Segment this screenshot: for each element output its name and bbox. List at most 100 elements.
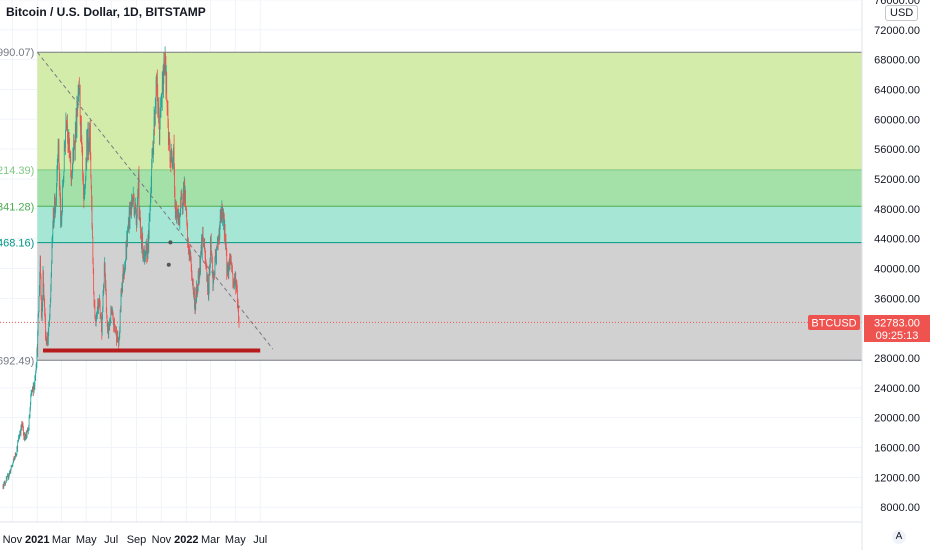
- candle-body: [130, 204, 132, 213]
- candle-body: [205, 259, 207, 268]
- candle-body: [158, 106, 159, 115]
- candle-body: [32, 386, 34, 388]
- candle-body: [67, 124, 68, 138]
- candle-body: [133, 202, 135, 213]
- candle-body: [236, 285, 237, 287]
- price-axis-tick: 28000.00: [874, 353, 920, 365]
- candle-body: [127, 227, 129, 231]
- candle-body: [125, 248, 127, 260]
- candle-body: [234, 276, 236, 280]
- candle-body: [183, 187, 184, 206]
- candle-body: [147, 235, 149, 255]
- candle-body: [225, 241, 226, 244]
- candle-body: [85, 178, 86, 186]
- candle-body: [223, 212, 224, 222]
- candle-body: [172, 164, 173, 166]
- candle-body: [185, 206, 187, 211]
- candle-body: [134, 212, 135, 213]
- candle-body: [16, 453, 17, 456]
- candle-body: [10, 468, 12, 473]
- candle-body: [56, 174, 58, 185]
- candle-body: [224, 224, 226, 234]
- candle-body: [210, 239, 212, 244]
- candle-body: [28, 427, 30, 431]
- candle-body: [234, 276, 235, 284]
- candle-body: [191, 270, 192, 276]
- candle-body: [150, 184, 152, 188]
- candle-body: [201, 241, 202, 253]
- candle-body: [153, 133, 154, 146]
- candle-body: [121, 289, 122, 292]
- candle-body: [35, 372, 36, 378]
- candle-body: [15, 453, 16, 455]
- candle-body: [57, 162, 58, 175]
- candle-body: [231, 267, 233, 270]
- candle-body: [192, 278, 193, 285]
- candle-body: [85, 164, 87, 165]
- candle-body: [89, 125, 91, 129]
- candle-body: [224, 224, 226, 244]
- candle-body: [95, 319, 96, 321]
- candle-body: [110, 309, 112, 322]
- candle-body: [132, 199, 134, 201]
- candle-body: [82, 171, 84, 179]
- candle-body: [130, 204, 132, 210]
- candle-body: [168, 121, 169, 143]
- candle-body: [14, 457, 15, 459]
- candle-body: [102, 295, 104, 312]
- price-axis-tick: 56000.00: [874, 144, 920, 156]
- candle-body: [162, 75, 163, 82]
- candle-body: [135, 205, 136, 207]
- candle-body: [7, 474, 9, 476]
- candle-body: [232, 269, 233, 275]
- currency-button[interactable]: USD: [885, 5, 919, 21]
- candle-body: [129, 202, 131, 223]
- candle-body: [163, 63, 165, 75]
- candle-body: [26, 435, 27, 437]
- candle-body: [50, 276, 52, 289]
- candle-body: [12, 462, 14, 466]
- candle-body: [202, 232, 203, 236]
- candle-body: [198, 278, 200, 279]
- candle-body: [156, 79, 157, 86]
- candle-body: [68, 133, 70, 144]
- candle-body: [201, 235, 203, 252]
- candle-body: [77, 91, 79, 107]
- candle-body: [143, 249, 145, 258]
- price-axis-tick: 8000.00: [880, 502, 920, 514]
- candle-body: [83, 192, 85, 200]
- candle-body: [115, 331, 116, 333]
- candle-body: [36, 349, 38, 355]
- candle-body: [90, 154, 92, 176]
- candle-body: [112, 312, 113, 314]
- candle-body: [38, 312, 39, 318]
- candle-body: [120, 309, 121, 311]
- candle-body: [194, 292, 195, 308]
- candle-body: [92, 236, 94, 261]
- candle-body: [199, 261, 201, 273]
- candle-body: [206, 268, 208, 281]
- price-axis-tick: 48000.00: [874, 204, 920, 216]
- candle-body: [114, 327, 116, 332]
- candle-body: [192, 280, 194, 289]
- candle-body: [122, 269, 124, 279]
- candle-body: [112, 315, 114, 324]
- candle-body: [232, 282, 234, 283]
- candle-body: [197, 285, 199, 291]
- candle-body: [177, 209, 179, 212]
- candle-body: [25, 433, 27, 436]
- candlestick-series: [2, 46, 240, 490]
- candle-body: [54, 201, 56, 215]
- auto-scale-button[interactable]: A: [892, 530, 906, 544]
- candle-body: [16, 447, 18, 450]
- time-axis-tick: May: [76, 534, 97, 546]
- candle-body: [39, 290, 40, 297]
- candle-body: [157, 91, 159, 108]
- candle-body: [154, 108, 156, 115]
- candle-body: [170, 153, 172, 163]
- candle-body: [59, 180, 61, 190]
- candle-body: [218, 230, 220, 244]
- candle-body: [221, 205, 223, 217]
- candle-body: [97, 308, 98, 316]
